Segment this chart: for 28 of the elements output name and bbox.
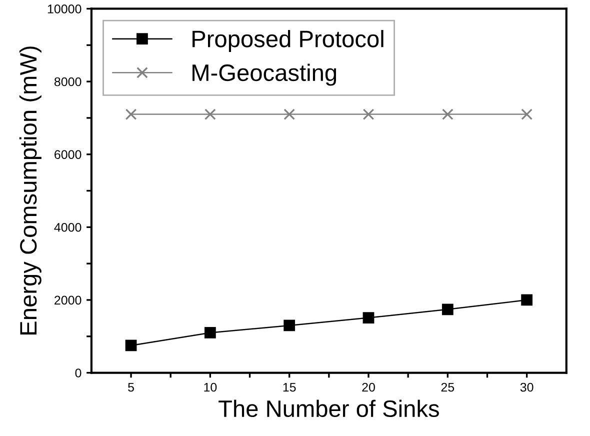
y-tick-label: 10000 [48,4,82,14]
legend-label: Proposed Protocol [192,30,384,52]
point [204,108,216,120]
point [442,108,454,120]
y-axis-title: Energy Comsumption (mW) [19,46,42,334]
point [362,108,374,120]
x-tick-label: 15 [283,382,296,392]
point [125,108,137,120]
x-tick-label: 25 [441,382,454,392]
x-tick-label: 5 [128,382,134,392]
point [204,327,216,338]
point [284,108,296,120]
y-tick-label: 8000 [54,77,82,86]
y-tick-label: 2000 [54,296,82,305]
point [362,312,374,324]
x-axis-title: The Number of Sinks [218,400,439,418]
x-tick-label: 10 [204,382,217,392]
point [442,304,454,316]
y-tick-label: 0 [75,368,82,378]
point [521,108,533,120]
point [125,340,137,352]
legend-label: M-Geocasting [192,64,336,86]
point [521,294,533,306]
point [284,320,296,332]
y-tick-label: 4000 [54,222,82,232]
x-tick-label: 20 [362,382,375,392]
x-tick-label: 30 [520,382,534,392]
y-tick-label: 6000 [54,150,82,159]
